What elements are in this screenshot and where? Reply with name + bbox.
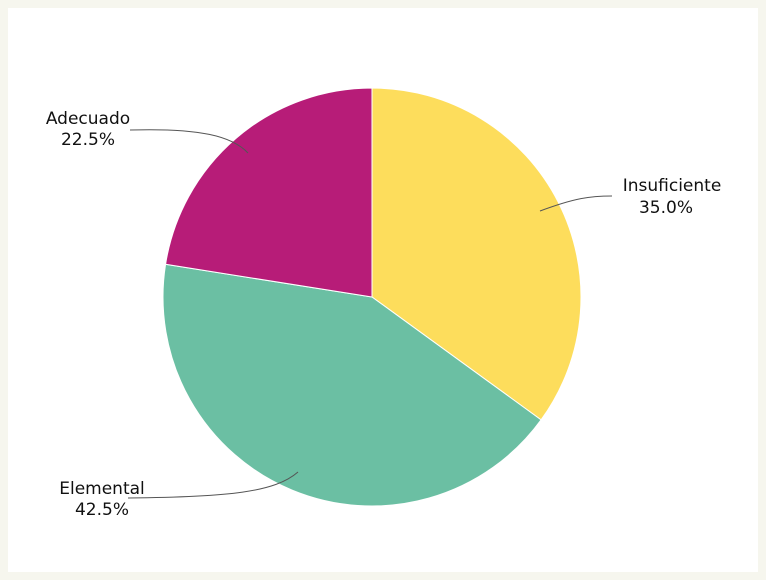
leader-line-elemental [127, 471, 299, 499]
pie-slice-elemental [162, 263, 542, 507]
label-adecuado: Adecuado [46, 109, 130, 129]
label-elemental: Elemental [59, 479, 145, 499]
leader-line-insuficiente [539, 195, 613, 212]
label-insuficiente: Insuficiente [623, 176, 722, 196]
value-elemental: 42.5% [75, 500, 129, 520]
value-adecuado: 22.5% [61, 130, 115, 150]
pie-slice-insuficiente [371, 87, 582, 421]
pie-slice-adecuado [165, 87, 373, 298]
pie-slices [162, 87, 582, 507]
value-insuficiente: 35.0% [639, 198, 693, 218]
leader-line-adecuado [129, 129, 249, 154]
